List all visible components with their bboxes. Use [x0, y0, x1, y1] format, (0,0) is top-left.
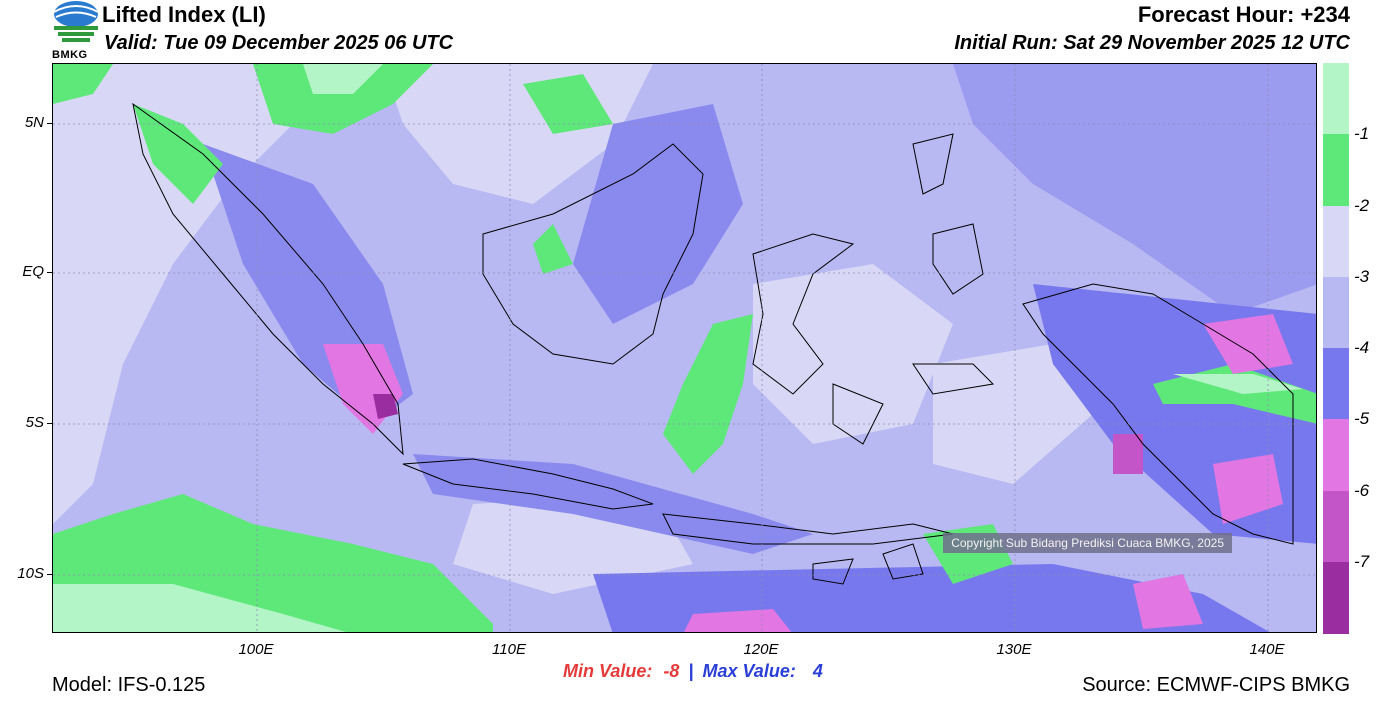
x-tick-140e: 140E: [1249, 641, 1285, 658]
initial-run: Initial Run: Sat 29 November 2025 12 UTC: [954, 32, 1350, 54]
colorbar-label: -2: [1354, 195, 1370, 215]
source-label: Source: ECMWF-CIPS BMKG: [1082, 674, 1350, 696]
colorbar-label: -7: [1354, 551, 1370, 571]
y-tick-eq: EQ: [22, 263, 44, 280]
logo-text: BMKG: [52, 49, 88, 61]
x-tick-130e: 130E: [996, 641, 1032, 658]
valid-time: Valid: Tue 09 December 2025 06 UTC: [104, 32, 454, 54]
colorbar-label: -3: [1354, 266, 1370, 286]
colorbar-segment: [1323, 134, 1349, 207]
y-tick-mark: [47, 123, 53, 124]
max-label: Max Value:: [702, 661, 796, 681]
model-label: Model: IFS-0.125: [52, 674, 206, 696]
y-tick-mark: [47, 272, 53, 273]
colorbar: [1323, 63, 1349, 634]
x-tick-110e: 110E: [492, 641, 526, 658]
lifted-index-map: Copyright Sub Bidang Prediksi Cuaca BMKG…: [52, 63, 1317, 633]
min-value: -8: [663, 661, 680, 681]
minmax-separator: |: [688, 661, 694, 681]
colorbar-label: -5: [1354, 409, 1370, 429]
bmkg-logo: [50, 0, 102, 62]
max-value: 4: [812, 661, 823, 681]
colorbar-label: -6: [1354, 480, 1370, 500]
min-max-values: Min Value: -8 | Max Value: 4: [563, 661, 823, 682]
colorbar-segment: [1323, 419, 1349, 492]
forecast-hour: Forecast Hour: +234: [1137, 2, 1350, 27]
colorbar-label: -4: [1354, 338, 1370, 357]
y-tick-mark: [47, 423, 53, 424]
copyright-note: Copyright Sub Bidang Prediksi Cuaca BMKG…: [943, 533, 1232, 553]
colorbar-segment: [1323, 348, 1349, 420]
colorbar-segment: [1323, 490, 1349, 563]
y-tick-10s: 10S: [17, 565, 44, 582]
y-tick-5n: 5N: [24, 114, 44, 131]
y-tick-5s: 5S: [25, 414, 44, 431]
chart-title: Lifted Index (LI): [102, 2, 266, 27]
colorbar-segment: [1323, 205, 1349, 278]
y-tick-mark: [47, 574, 53, 575]
colorbar-label: -1: [1354, 124, 1370, 144]
x-tick-120e: 120E: [743, 641, 779, 658]
min-label: Min Value:: [563, 661, 653, 681]
colorbar-segment: [1323, 561, 1349, 634]
colorbar-segment: [1323, 276, 1349, 349]
colorbar-segment: [1323, 63, 1349, 135]
x-tick-100e: 100E: [238, 641, 274, 658]
map-field: [53, 64, 1316, 632]
